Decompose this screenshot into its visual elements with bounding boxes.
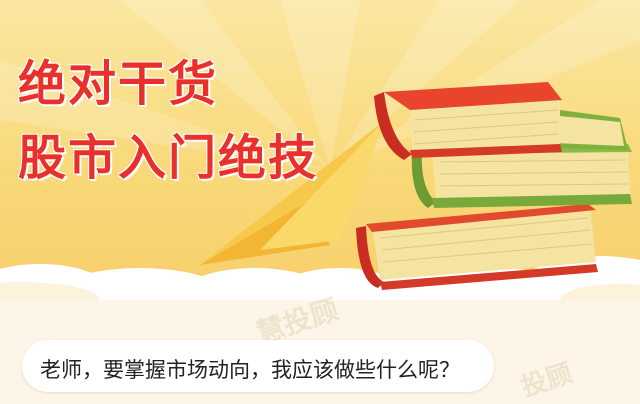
banner-artwork: [0, 0, 640, 300]
light-rays: [0, 0, 640, 170]
book-stack-illustration: [356, 82, 632, 290]
top-red-book: [374, 82, 562, 160]
banner-title-line1: 绝对干货: [18, 56, 219, 112]
question-text: 老师，要掌握市场动向，我应该做些什么呢？: [40, 358, 460, 382]
paper-plane-shape: [200, 120, 385, 265]
bottom-red-book: [356, 204, 598, 290]
question-bubble: [22, 340, 494, 392]
cloud-shape-back: [0, 282, 640, 300]
hero-banner: 绝对干货 股市入门绝技: [0, 0, 640, 300]
banner-title-line2: 股市入门绝技: [18, 130, 319, 186]
